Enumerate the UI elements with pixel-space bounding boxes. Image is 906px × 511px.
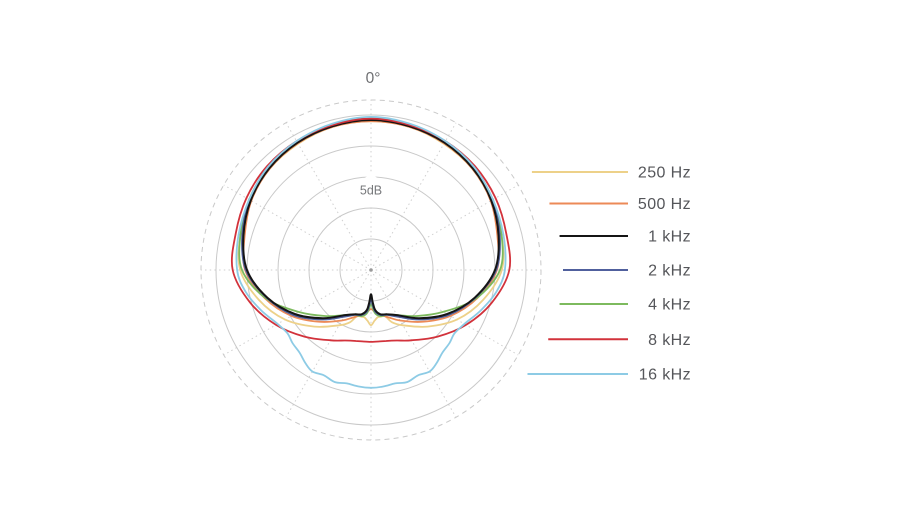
grid-spoke [370, 122, 457, 271]
curve-8-khz [230, 117, 512, 343]
legend-item-1-khz: 1 kHz [559, 229, 691, 246]
polar-grid [200, 99, 542, 441]
curve-500-hz [242, 120, 500, 323]
curve-1-khz [242, 119, 500, 320]
grid-outer-dashed-ring [200, 99, 542, 441]
db-label-halo [345, 174, 397, 206]
db-scale-label: 5dB [360, 184, 382, 198]
legend-item-500-hz: 500 Hz [549, 196, 691, 213]
legend-item-16-khz: 16 kHz [527, 367, 691, 384]
legend-label-250-hz: 250 Hz [638, 165, 691, 182]
legend-label-16-khz: 16 kHz [639, 367, 691, 384]
grid-spoke [370, 269, 457, 418]
curve-16-khz [235, 116, 507, 389]
legend-item-4-khz: 4 kHz [559, 297, 691, 314]
grid-spoke [285, 269, 372, 418]
curve-4-khz [238, 117, 504, 318]
legend-label-1-khz: 1 kHz [648, 229, 691, 246]
legend-item-2-khz: 2 kHz [563, 263, 691, 280]
db-scale-label-group: 5dB [345, 174, 397, 206]
curve-2-khz [241, 117, 501, 321]
grid-spoke [370, 269, 519, 356]
frequency-curves [230, 116, 512, 389]
grid-ring [308, 207, 434, 333]
legend-label-500-hz: 500 Hz [638, 196, 691, 213]
legend-item-8-khz: 8 kHz [548, 332, 691, 349]
grid-spoke [285, 122, 372, 271]
center-dot [369, 268, 373, 272]
legend-label-4-khz: 4 kHz [648, 297, 691, 314]
grid-ring [215, 114, 527, 426]
legend-label-2-khz: 2 kHz [648, 263, 691, 280]
legend: 250 Hz 500 Hz 1 kHz 2 kHz 4 kHz 8 kHz 16 kHz [527, 165, 691, 384]
legend-item-250-hz: 250 Hz [531, 165, 691, 182]
zero-degree-label: 0° [366, 70, 381, 87]
legend-label-8-khz: 8 kHz [648, 332, 691, 349]
